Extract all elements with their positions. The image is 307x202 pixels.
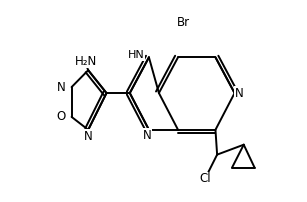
- Text: HN: HN: [128, 50, 145, 60]
- Text: N: N: [143, 129, 151, 142]
- Text: H₂N: H₂N: [75, 55, 98, 68]
- Text: N: N: [84, 130, 93, 143]
- Text: Br: Br: [177, 16, 190, 29]
- Text: N: N: [235, 86, 243, 100]
- Text: N: N: [57, 81, 66, 94]
- Text: O: O: [57, 110, 66, 123]
- Text: Cl: Cl: [200, 172, 211, 185]
